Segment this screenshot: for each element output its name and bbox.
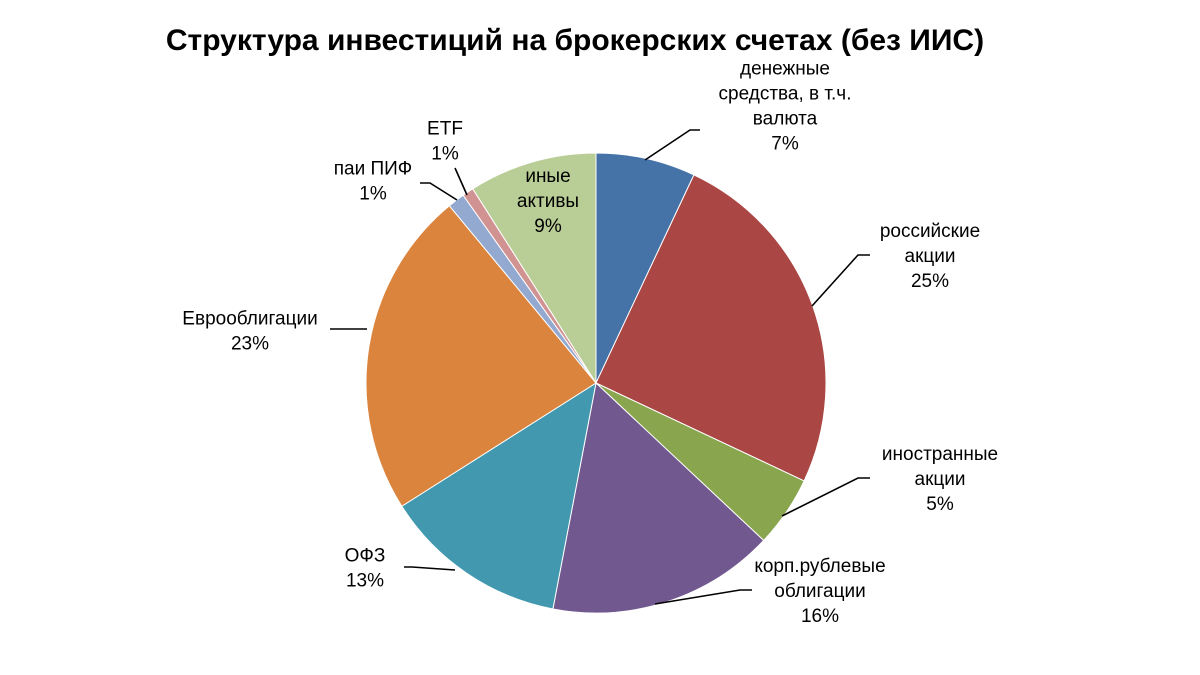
slice-percent-label: 1% bbox=[359, 184, 387, 205]
chart-title: Структура инвестиций на брокерских счета… bbox=[166, 24, 984, 57]
leader-line-1 bbox=[811, 254, 870, 307]
slice-percent-label: 23% bbox=[231, 334, 269, 355]
slice-percent-label: 1% bbox=[431, 144, 459, 165]
leader-line-2 bbox=[781, 477, 870, 517]
pie-slice-8 bbox=[472, 152, 597, 385]
slice-category-label: денежные bbox=[740, 59, 830, 80]
pie-slice-4 bbox=[401, 381, 597, 610]
leader-line-3 bbox=[654, 589, 752, 605]
slice-percent-label: 13% bbox=[346, 571, 384, 592]
leader-line-7 bbox=[454, 167, 468, 196]
slice-category-label: облигации bbox=[774, 581, 865, 602]
slice-percent-label: 9% bbox=[534, 216, 562, 237]
slice-category-label: российские bbox=[880, 221, 980, 242]
slice-category-label: ETF bbox=[427, 119, 463, 140]
slice-labels: денежные средства, в т.ч. валюта 7% российск… bbox=[182, 59, 998, 628]
slice-category-label: иные bbox=[525, 166, 570, 187]
slice-percent-label: 7% bbox=[771, 134, 799, 155]
leader-line-4 bbox=[404, 566, 456, 571]
slice-percent-label: 16% bbox=[801, 606, 839, 627]
slice-category-label: акции bbox=[905, 246, 956, 267]
slice-category-label: активы bbox=[517, 191, 579, 212]
slice-category-label: валюта bbox=[753, 109, 818, 130]
slice-percent-label: 25% bbox=[911, 271, 949, 292]
slice-category-label: ОФЗ bbox=[345, 546, 386, 567]
leader-lines bbox=[330, 129, 870, 605]
slice-category-label: средства, в т.ч. bbox=[719, 84, 852, 105]
slice-category-label: корп.рублевые bbox=[754, 556, 885, 577]
slice-category-label: акции bbox=[915, 469, 966, 490]
leader-line-0 bbox=[644, 129, 700, 161]
pie-slice-5 bbox=[365, 205, 597, 507]
slice-percent-label: 5% bbox=[926, 494, 954, 515]
pie-slices bbox=[365, 152, 827, 614]
slice-category-label: Еврооблигации bbox=[182, 309, 317, 330]
leader-line-6 bbox=[420, 182, 458, 201]
slice-category-label: паи ПИФ bbox=[334, 159, 413, 180]
slice-category-label: иностранные bbox=[882, 444, 998, 465]
